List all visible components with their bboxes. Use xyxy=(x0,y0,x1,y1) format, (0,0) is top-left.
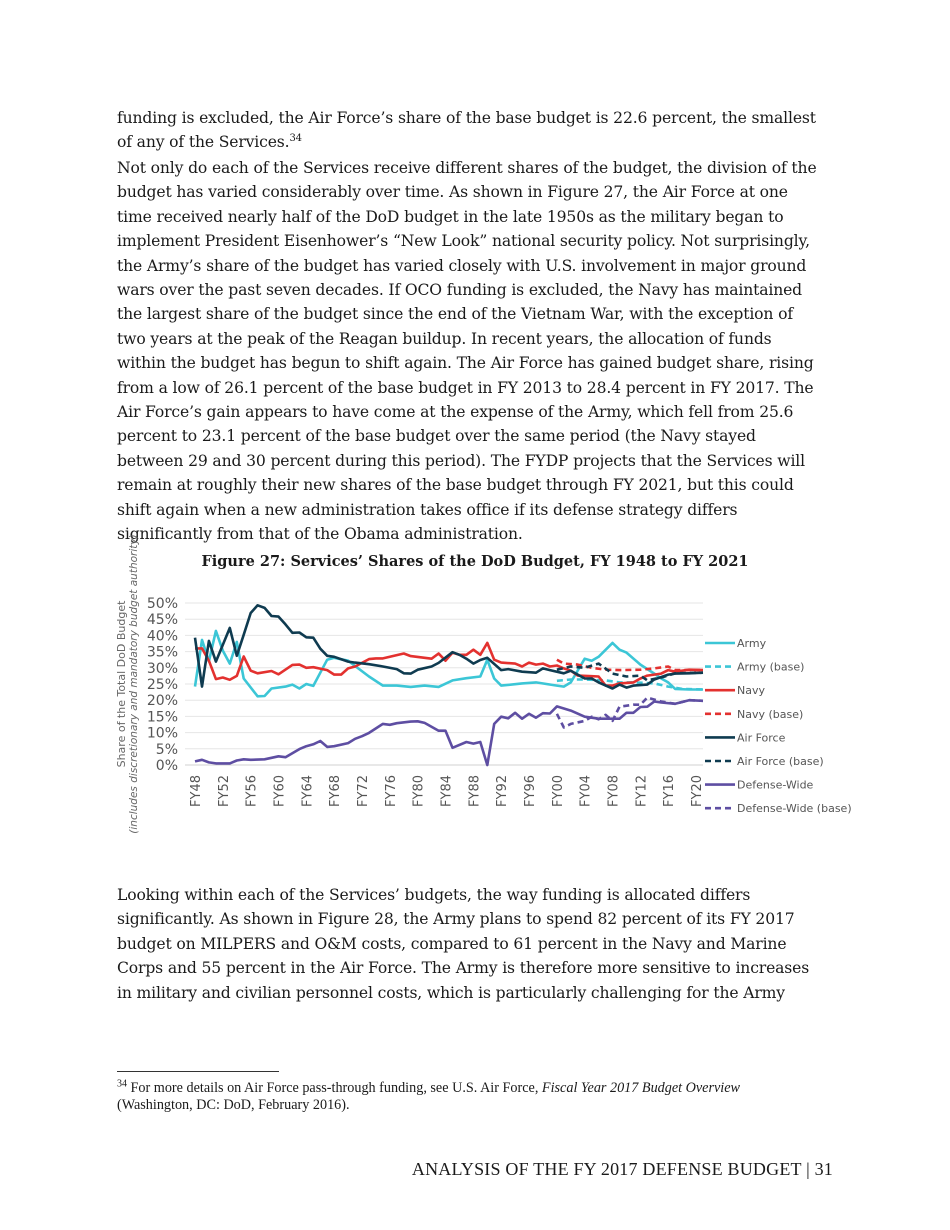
legend-label: Navy (base) xyxy=(737,708,803,721)
text-line: remain at roughly their new shares of th… xyxy=(117,476,794,495)
x-tick-label: FY12 xyxy=(634,775,649,807)
x-tick-label: FY08 xyxy=(607,775,622,807)
y-axis-subtitle: (includes discretionary and mandatory bu… xyxy=(128,534,140,833)
line-chart: 0%5%10%15%20%25%30%35%40%45%50% FY48 FY52 F… xyxy=(115,534,852,833)
text-line: of any of the Services.34 xyxy=(117,130,857,154)
y-axis-title: Share of the Total DoD Budget xyxy=(115,600,128,767)
text-line: shift again when a new administration ta… xyxy=(117,500,738,519)
y-tick-label: 30% xyxy=(147,661,178,677)
paragraph-2: Not only do each of the Services receive… xyxy=(117,156,857,547)
text-line: Looking within each of the Services’ bud… xyxy=(117,886,751,904)
text-line: Air Force’s gain appears to have come at… xyxy=(117,403,794,422)
x-tick-label: FY48 xyxy=(189,775,204,807)
x-tick-label: FY88 xyxy=(467,775,482,807)
x-tick-label: FY52 xyxy=(217,775,232,807)
footnote: 34 For more details on Air Force pass-th… xyxy=(117,1078,740,1114)
x-tick-label: FY84 xyxy=(440,775,455,807)
series-line-air-force xyxy=(193,604,704,690)
x-tick-label: FY04 xyxy=(579,775,594,807)
footnote-line: (Washington, DC: DoD, February 2016). xyxy=(117,1097,350,1113)
text-line: funding is excluded, the Air Force’s sha… xyxy=(117,109,816,127)
legend-label: Air Force (base) xyxy=(737,755,824,768)
x-tick-label: FY56 xyxy=(245,775,260,807)
legend-label: Army xyxy=(737,637,767,650)
text-line: percent to 23.1 percent of the base budg… xyxy=(117,427,756,446)
x-tick-label: FY92 xyxy=(495,775,510,807)
text-line: Corps and 55 percent in the Air Force. T… xyxy=(117,959,810,978)
y-tick-label: 40% xyxy=(147,628,178,644)
y-tick-label: 0% xyxy=(156,758,178,774)
text-line: in military and civilian personnel costs… xyxy=(117,983,785,1002)
text-line: significantly from that of the Obama adm… xyxy=(117,525,523,544)
footnote-ref[interactable]: 34 xyxy=(289,133,302,145)
text-line: wars over the past seven decades. If OCO… xyxy=(117,281,803,300)
footnote-number: 34 xyxy=(117,1078,127,1090)
x-tick-label: FY76 xyxy=(384,775,399,807)
x-tick-label: FY96 xyxy=(523,775,538,807)
x-tick-label: FY80 xyxy=(412,775,427,807)
y-tick-label: 35% xyxy=(147,645,178,661)
y-tick-label: 45% xyxy=(147,612,178,628)
legend-label: Air Force xyxy=(737,731,786,744)
text-line: time received nearly half of the DoD bud… xyxy=(117,207,784,226)
x-tick-label: FY64 xyxy=(300,775,315,807)
text-line: from a low of 26.1 percent of the base b… xyxy=(117,378,814,397)
text-line: budget has varied considerably over time… xyxy=(117,183,788,202)
text-line: significantly. As shown in Figure 28, th… xyxy=(117,910,795,929)
y-tick-label: 15% xyxy=(147,709,178,725)
figure-title: Figure 27: Services’ Shares of the DoD B… xyxy=(201,553,749,570)
series-line-defense-wide-base xyxy=(555,696,704,729)
legend-label: Defense-Wide (base) xyxy=(737,802,852,815)
footnote-title: Fiscal Year 2017 Budget Overview xyxy=(541,1080,740,1096)
text-line: between 29 and 30 percent during this pe… xyxy=(117,451,805,470)
page-footer: ANALYSIS OF THE FY 2017 DEFENSE BUDGET |… xyxy=(411,1159,833,1179)
y-tick-label: 10% xyxy=(147,726,178,742)
text-line: the Army’s share of the budget has varie… xyxy=(117,256,807,275)
text-line: the largest share of the budget since th… xyxy=(117,305,793,324)
series-line-army-base xyxy=(556,678,704,691)
legend-label: Army (base) xyxy=(737,661,804,674)
x-tick-label: FY72 xyxy=(356,775,371,807)
text-line: within the budget has begun to shift aga… xyxy=(117,354,814,373)
series-line-navy xyxy=(195,641,704,687)
paragraph-3: Looking within each of the Services’ bud… xyxy=(117,883,857,1005)
y-tick-label: 50% xyxy=(147,596,178,612)
series-line-air-force-base xyxy=(556,662,704,682)
legend-label: Navy xyxy=(737,684,765,697)
footnote-line: 34 For more details on Air Force pass-th… xyxy=(117,1078,740,1097)
text-line: implement President Eisenhower’s “New Lo… xyxy=(117,232,810,251)
footnote-text: For more details on Air Force pass-throu… xyxy=(127,1080,542,1096)
x-tick-label: FY68 xyxy=(328,775,343,807)
x-tick-label: FY16 xyxy=(662,775,677,807)
series-line-army xyxy=(193,629,703,698)
text-fragment: of any of the Services. xyxy=(117,133,290,152)
paragraph-1: funding is excluded, the Air Force’s sha… xyxy=(117,106,857,155)
legend-label: Defense-Wide xyxy=(737,779,814,792)
y-tick-label: 25% xyxy=(147,677,178,693)
y-tick-label: 5% xyxy=(156,742,178,758)
x-tick-label: FY20 xyxy=(690,775,705,807)
series-line-navy-base xyxy=(556,658,703,672)
y-tick-label: 20% xyxy=(147,693,178,709)
text-line: budget on MILPERS and O&M costs, compare… xyxy=(117,934,787,953)
x-tick-label: FY60 xyxy=(273,775,288,807)
x-tick-label: FY00 xyxy=(551,775,566,807)
footnote-divider xyxy=(117,1071,279,1072)
text-line: two years at the peak of the Reagan buil… xyxy=(117,329,772,348)
text-line: Not only do each of the Services receive… xyxy=(117,159,817,177)
